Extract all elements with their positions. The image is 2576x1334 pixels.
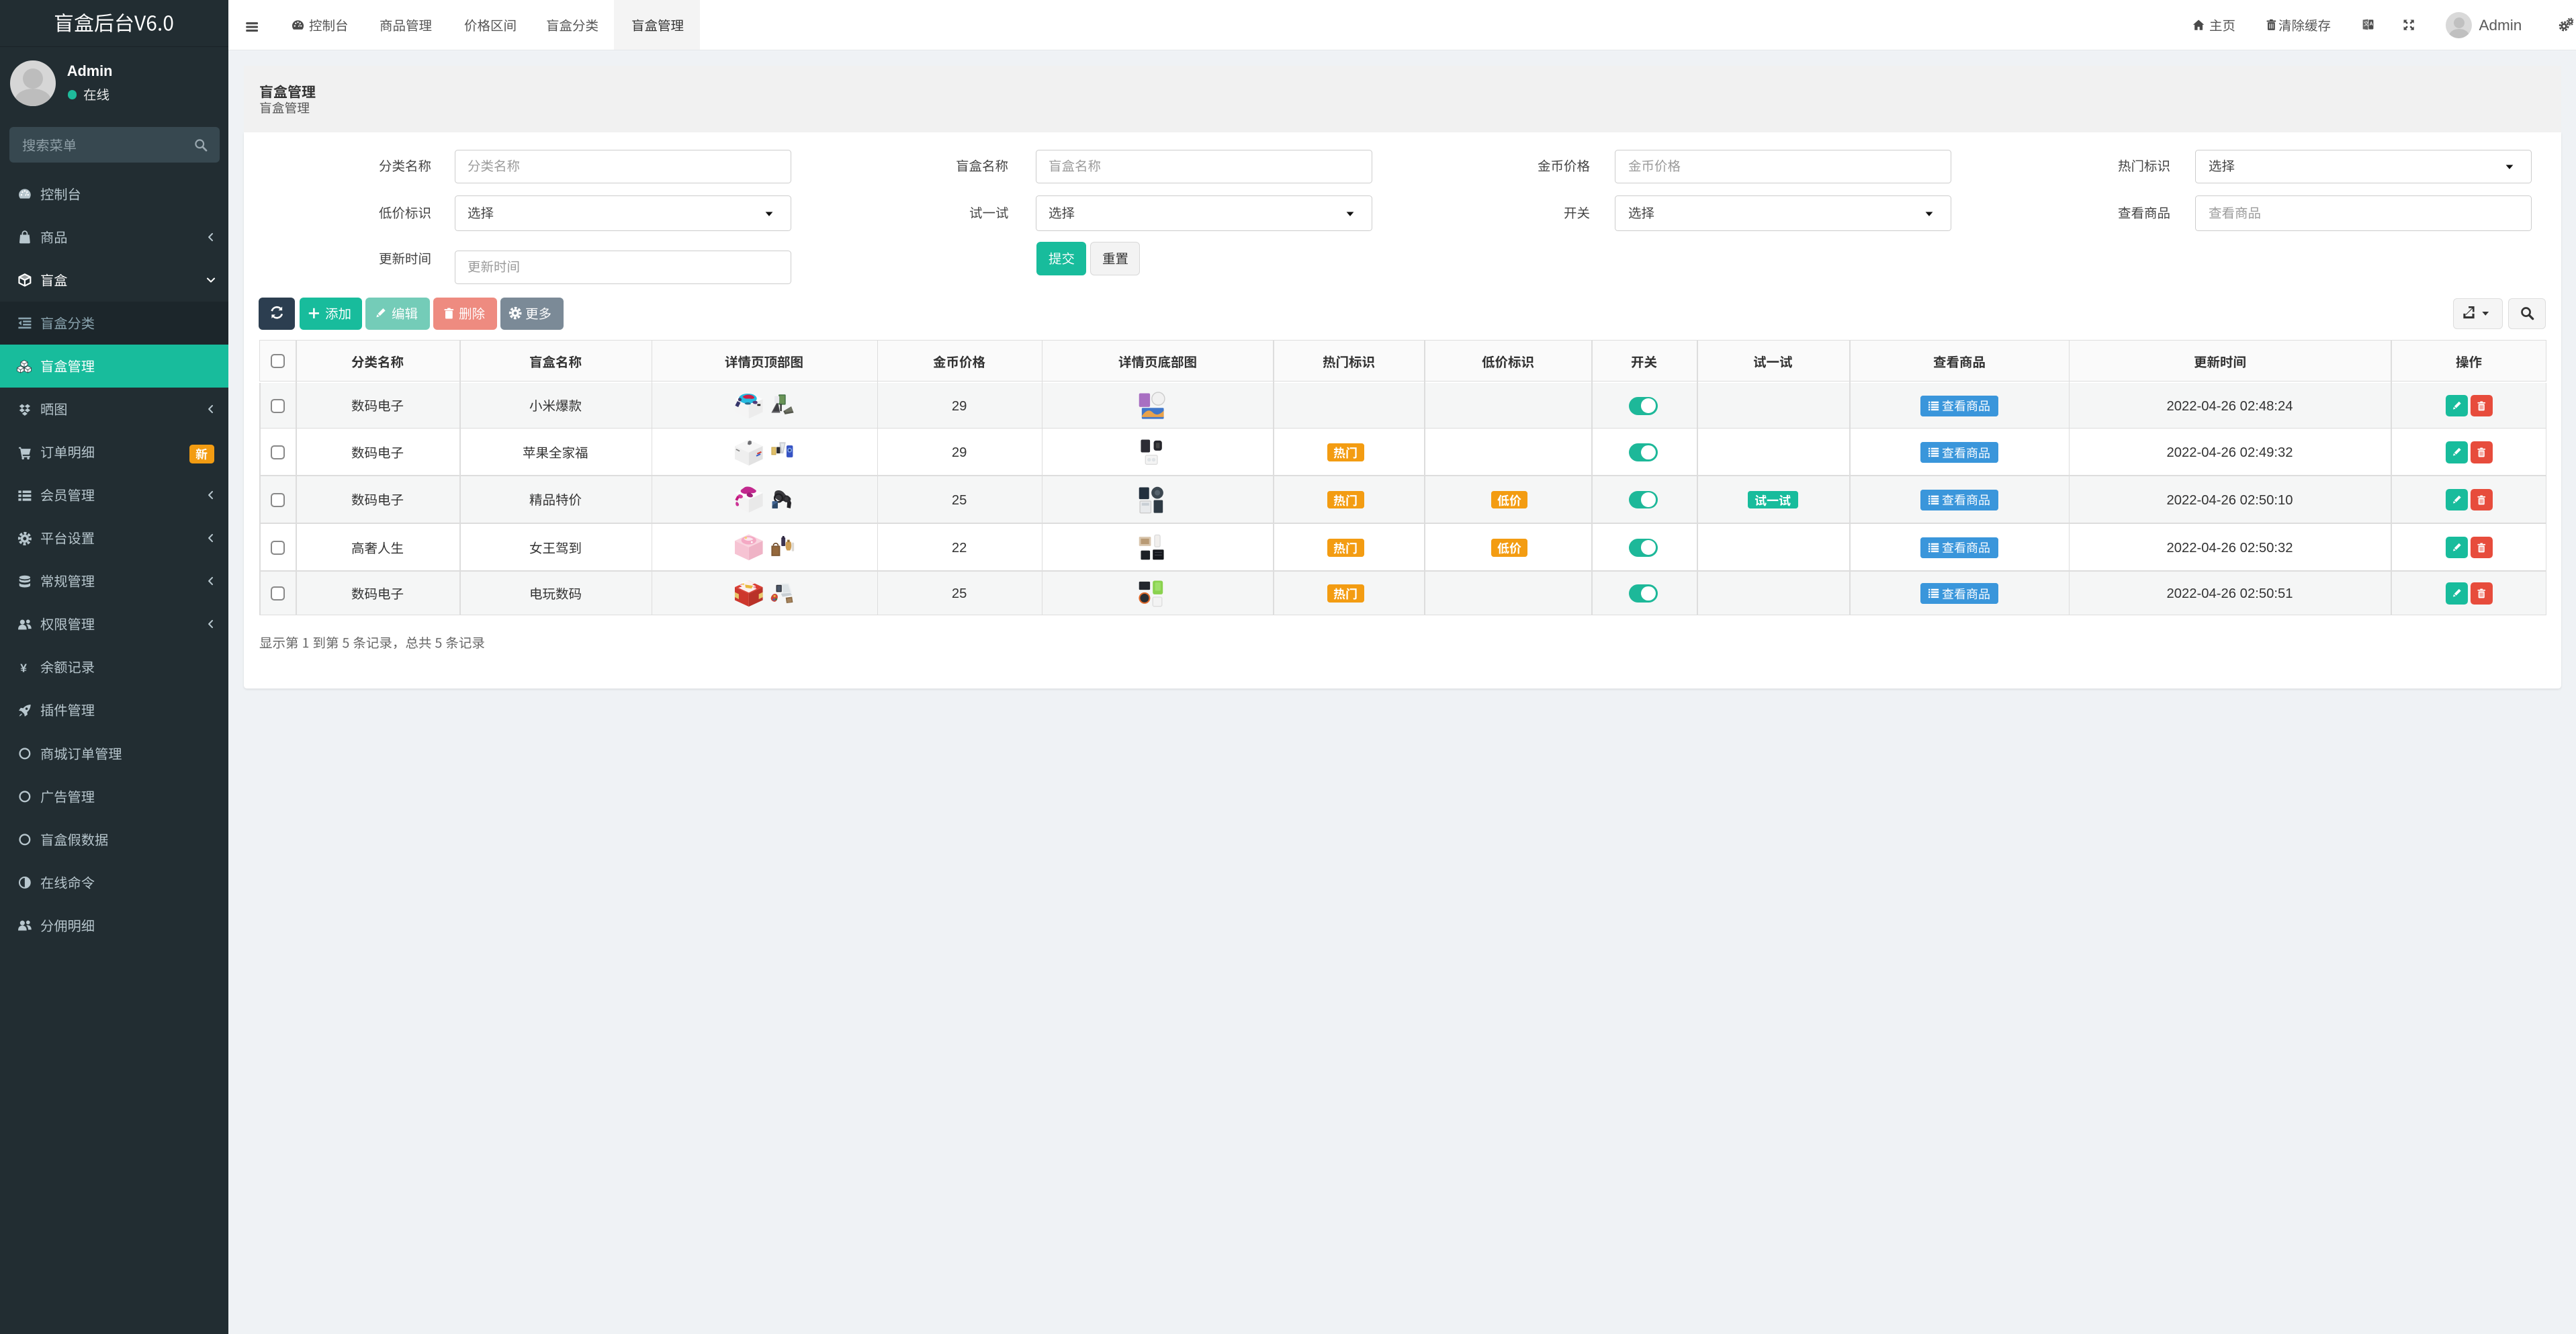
svg-text:¥: ¥ [20, 661, 27, 674]
